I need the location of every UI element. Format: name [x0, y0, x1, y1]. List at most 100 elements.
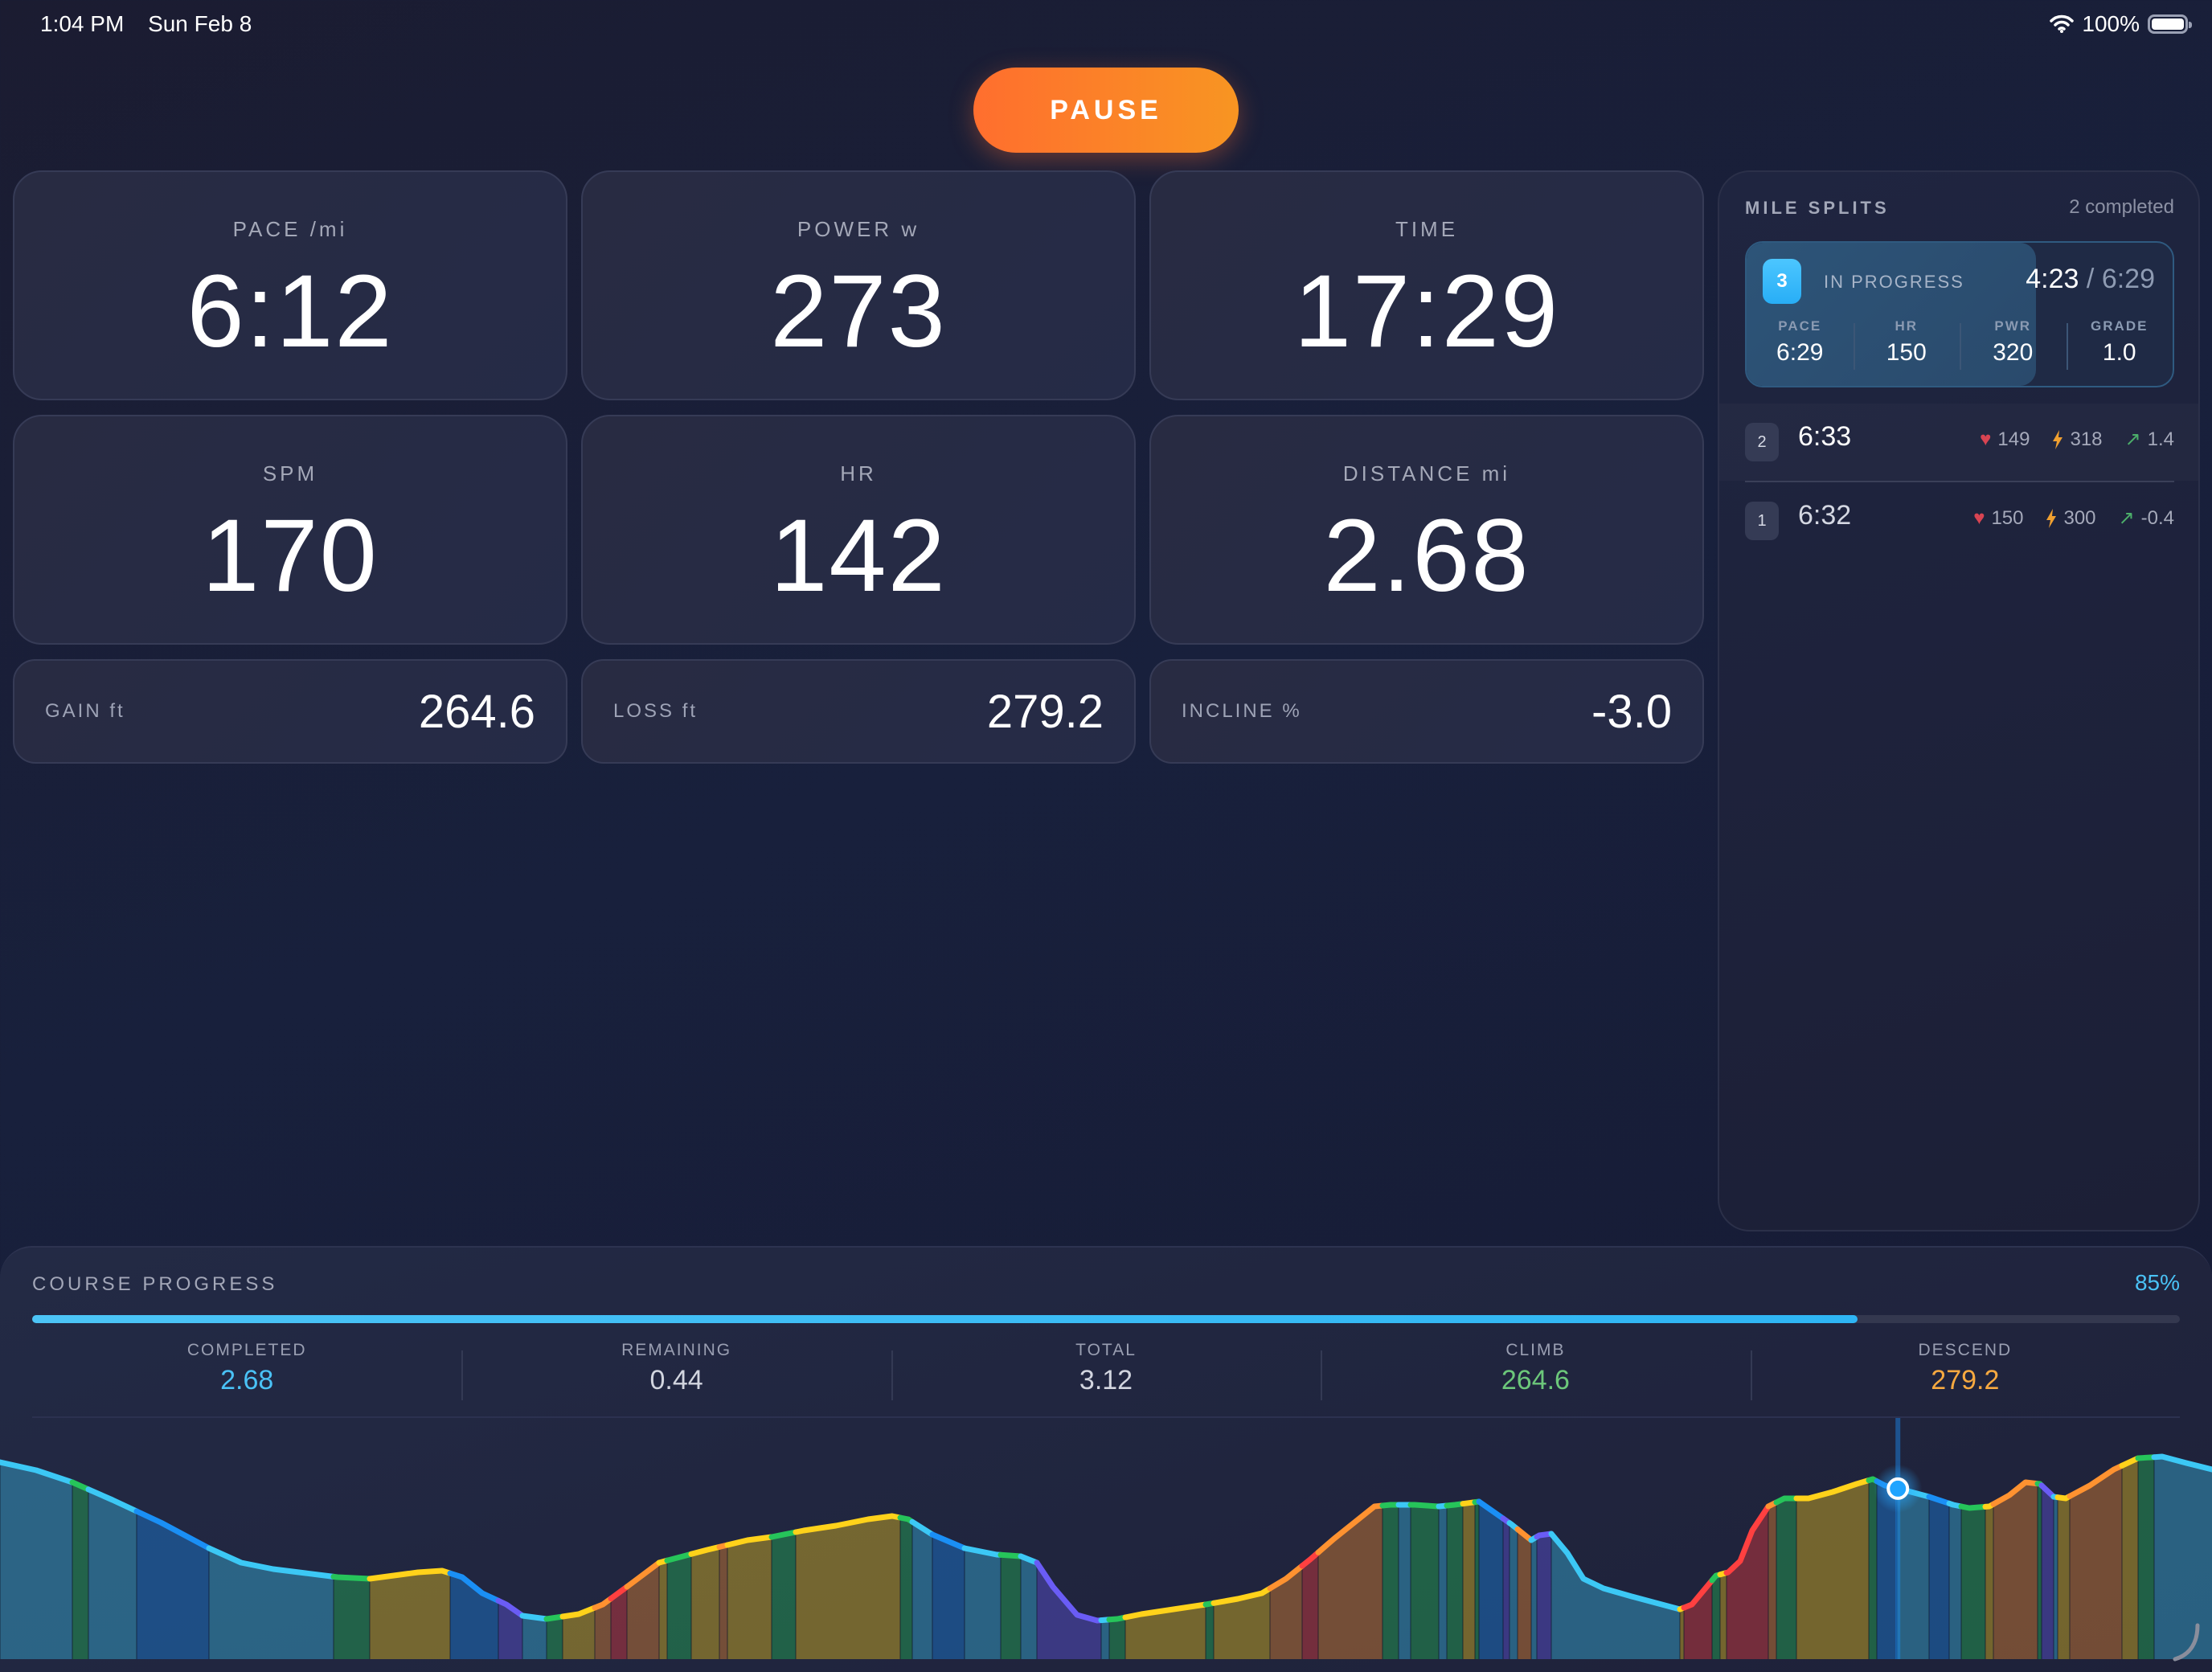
split-hr: 149 — [1997, 428, 2030, 450]
course-stat-descend: DESCEND 279.2 — [1750, 1341, 2180, 1400]
metric-label: LOSS ft — [613, 700, 698, 722]
metric-label: DISTANCE mi — [1342, 461, 1511, 486]
metric-card-spm: SPM 170 — [13, 415, 567, 645]
metric-label: POWER w — [797, 217, 920, 241]
stat-value: 3.12 — [1079, 1365, 1133, 1395]
metric-label: PACE /mi — [232, 217, 348, 241]
split-power: 300 — [2063, 506, 2096, 529]
split-row[interactable]: 2 6:33 ♥ 149 318 ↗ 1.4 — [1719, 404, 2198, 481]
stat-value: 264.6 — [1501, 1365, 1570, 1395]
metric-card-hr: HR 142 — [581, 415, 1136, 645]
stat-label: TOTAL — [1075, 1341, 1137, 1359]
metric-value: 6:12 — [186, 254, 394, 369]
split-row[interactable]: 1 6:32 ♥ 150 300 ↗ -0.4 — [1719, 481, 2198, 559]
battery-percent: 100% — [2082, 11, 2140, 36]
stat-value: 0.44 — [649, 1365, 703, 1395]
position-line — [1895, 1418, 1901, 1659]
split-number-badge: 1 — [1745, 502, 1779, 540]
course-progress-percent: 85% — [2134, 1270, 2180, 1295]
stat-label: REMAINING — [621, 1341, 732, 1359]
stat-value: 2.68 — [220, 1365, 274, 1395]
current-position-marker — [1886, 1477, 1910, 1500]
split-pace: 6:33 — [1798, 421, 1852, 452]
split-status: IN PROGRESS — [1824, 272, 1964, 292]
metric-label: HR — [840, 461, 877, 486]
split-pace: 6:32 — [1798, 500, 1852, 531]
split-grade: 1.4 — [2147, 428, 2174, 450]
stat-label: GRADE — [2091, 318, 2149, 334]
metric-card-pace: PACE /mi 6:12 — [13, 170, 567, 400]
course-progress-title: COURSE PROGRESS — [32, 1273, 278, 1295]
split-stat-hr: HR 150 — [1853, 318, 1960, 375]
stat-label: COMPLETED — [186, 1341, 307, 1359]
heart-icon: ♥ — [1973, 506, 1985, 529]
stat-label: DESCEND — [1918, 1341, 2013, 1359]
metric-card-time: TIME 17:29 — [1149, 170, 1704, 400]
split-stats: PACE 6:29 HR 150 PWR 320 GRADE 1.0 — [1747, 318, 2173, 375]
stat-label: PWR — [1994, 318, 2032, 334]
course-stat-climb: CLIMB 264.6 — [1321, 1341, 1750, 1400]
metric-value: -3.0 — [1591, 685, 1672, 738]
metric-card-incline: INCLINE % -3.0 — [1149, 659, 1704, 764]
metric-label: SPM — [262, 461, 318, 486]
status-bar: 1:04 PM Sun Feb 8 100% — [0, 0, 2212, 51]
metric-card-loss: LOSS ft 279.2 — [581, 659, 1136, 764]
split-power: 318 — [2070, 428, 2103, 450]
metric-card-distance: DISTANCE mi 2.68 — [1149, 415, 1704, 645]
wifi-icon — [2050, 14, 2075, 33]
status-time: 1:04 PM — [40, 11, 125, 36]
metric-value: 17:29 — [1293, 254, 1560, 369]
status-time-date: 1:04 PM Sun Feb 8 — [40, 11, 252, 37]
split-projected: 6:29 — [2101, 264, 2155, 294]
stat-value: 150 — [1886, 339, 1927, 366]
split-meta: ♥ 150 300 ↗ -0.4 — [1973, 506, 2174, 530]
course-stats: COMPLETED 2.68 REMAINING 0.44 TOTAL 3.12… — [32, 1341, 2180, 1400]
stat-label: HR — [1895, 318, 1919, 334]
status-indicators: 100% — [2050, 11, 2192, 37]
bolt-icon — [2046, 508, 2057, 528]
course-stat-completed: COMPLETED 2.68 — [32, 1341, 461, 1397]
split-grade: -0.4 — [2140, 506, 2174, 529]
split-elapsed-time: 4:23 / 6:29 — [2026, 264, 2155, 295]
mile-splits-panel: MILE SPLITS 2 completed 3 IN PROGRESS 4:… — [1718, 170, 2200, 1231]
metric-label: GAIN ft — [45, 700, 125, 722]
arrow-up-right-icon: ↗ — [2118, 507, 2135, 529]
current-split-card[interactable]: 3 IN PROGRESS 4:23 / 6:29 PACE 6:29 HR 1… — [1745, 241, 2174, 387]
metric-value: 142 — [770, 498, 947, 613]
metric-value: 170 — [202, 498, 379, 613]
metric-value: 279.2 — [986, 685, 1104, 738]
course-stat-remaining: REMAINING 0.44 — [461, 1341, 891, 1400]
splits-title: MILE SPLITS — [1745, 198, 1890, 218]
stat-value: 1.0 — [2102, 339, 2136, 366]
resize-handle-icon[interactable] — [2170, 1622, 2202, 1664]
splits-completed-count: 2 completed — [2069, 196, 2174, 218]
stat-label: CLIMB — [1505, 1341, 1566, 1359]
metric-label: INCLINE % — [1182, 700, 1302, 722]
arrow-up-right-icon: ↗ — [2124, 428, 2141, 450]
elevation-profile-chart[interactable] — [0, 1418, 2212, 1659]
stat-label: PACE — [1778, 318, 1822, 334]
metric-value: 2.68 — [1323, 498, 1530, 613]
heart-icon: ♥ — [1980, 428, 1992, 450]
status-date: Sun Feb 8 — [148, 11, 252, 36]
split-number-badge: 3 — [1763, 259, 1801, 304]
course-stat-total: TOTAL 3.12 — [891, 1341, 1321, 1400]
split-hr: 150 — [1991, 506, 2024, 529]
metric-card-gain: GAIN ft 264.6 — [13, 659, 567, 764]
row-divider — [1745, 481, 2174, 482]
course-progress-panel: COURSE PROGRESS 85% COMPLETED 2.68 REMAI… — [0, 1246, 2212, 1672]
split-stat-pace: PACE 6:29 — [1747, 318, 1854, 375]
metric-value: 273 — [770, 254, 947, 369]
stat-value: 6:29 — [1776, 339, 1824, 366]
metric-card-power: POWER w 273 — [581, 170, 1136, 400]
battery-icon — [2148, 14, 2192, 34]
course-progress-fill — [32, 1315, 1858, 1323]
split-elapsed: 4:23 — [2026, 264, 2079, 294]
split-stat-power: PWR 320 — [1960, 318, 2067, 375]
divider — [32, 1416, 2180, 1418]
course-progress-bar — [32, 1315, 2180, 1323]
pause-button[interactable]: PAUSE — [973, 68, 1239, 153]
split-stat-grade: GRADE 1.0 — [2066, 318, 2173, 375]
stat-value: 320 — [1993, 339, 2034, 366]
stat-value: 279.2 — [1931, 1365, 2000, 1395]
